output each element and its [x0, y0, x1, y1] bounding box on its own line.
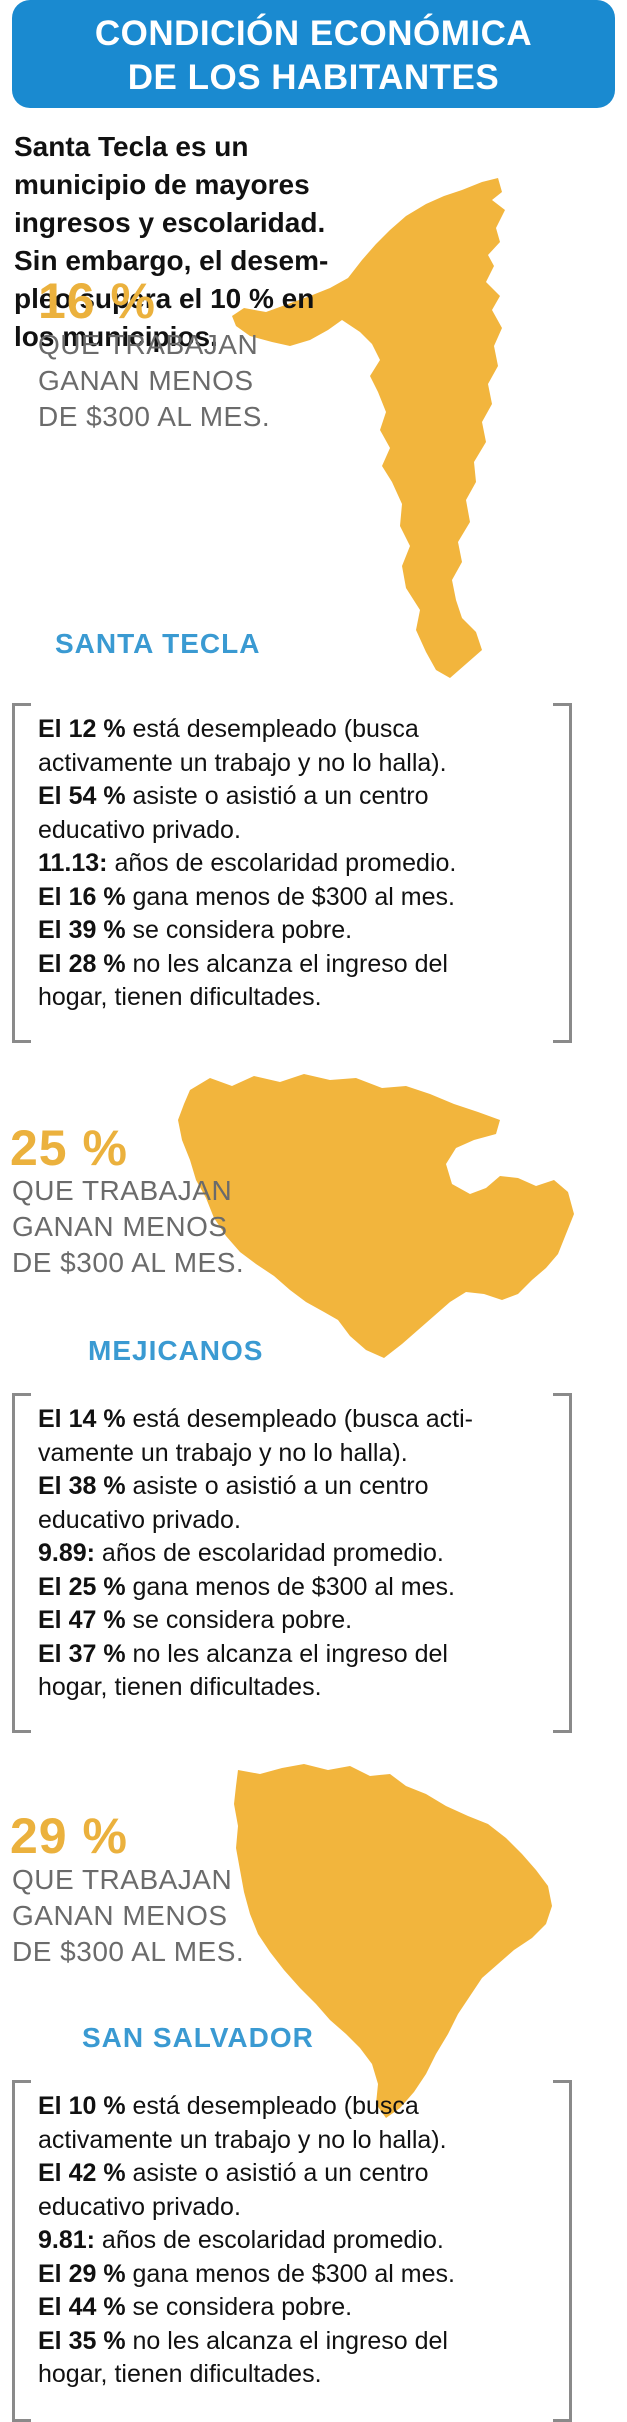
caption-line: QUE TRABAJAN [12, 1864, 233, 1895]
caption-line: DE $300 AL MES. [12, 1247, 245, 1278]
percent-caption: QUE TRABAJAN GANAN MENOS DE $300 AL MES. [38, 327, 270, 435]
intro-line: ingresos y escolaridad. [14, 207, 326, 238]
stat-line: El 28 % no les alcanza el ingreso del [38, 949, 448, 978]
stat-line: educativo privado. [38, 1505, 241, 1534]
stat-line: El 16 % gana menos de $300 al mes. [38, 882, 455, 911]
caption-line: GANAN MENOS [38, 365, 254, 396]
stat-line: educativo privado. [38, 2192, 241, 2221]
bracket-left [12, 1393, 31, 1733]
percent-value: 29 % [10, 1808, 128, 1864]
stat-line: El 35 % no les alcanza el ingreso del [38, 2326, 448, 2355]
stat-line: El 29 % gana menos de $300 al mes. [38, 2259, 455, 2288]
municipality-name: SANTA TECLA [55, 628, 261, 659]
bracket-right [553, 1393, 572, 1733]
stat-line: El 47 % se considera pobre. [38, 1606, 353, 1634]
intro-line: Sin embargo, el desem- [14, 245, 329, 276]
bracket-right [553, 703, 572, 1043]
stat-line: El 37 % no les alcanza el ingreso del [38, 1639, 448, 1668]
stat-line: El 25 % gana menos de $300 al mes. [38, 1572, 455, 1601]
intro-line: municipio de mayores [14, 169, 310, 200]
stats-box: El 14 % está desempleado (busca acti- va… [12, 1393, 572, 1733]
intro-paragraph: Santa Tecla es un municipio de mayores i… [14, 128, 384, 356]
santa-tecla-map [232, 178, 505, 678]
stats-box: El 10 % está desempleado (busca activame… [12, 2080, 572, 2422]
stat-line: 11.13: años de escolaridad promedio. [38, 849, 457, 877]
mejicanos-map [178, 1074, 574, 1358]
municipality-name: MEJICANOS [88, 1335, 264, 1366]
percent-value: 16 % [38, 273, 156, 329]
caption-line: GANAN MENOS [12, 1900, 228, 1931]
municipality-name: SAN SALVADOR [82, 2022, 314, 2053]
stat-line: 9.89: años de escolaridad promedio. [38, 1539, 444, 1567]
intro-line: Santa Tecla es un [14, 131, 249, 162]
bracket-left [12, 2080, 31, 2422]
percent-caption: QUE TRABAJAN GANAN MENOS DE $300 AL MES. [12, 1862, 244, 1970]
stat-line: hogar, tienen dificultades. [38, 2360, 322, 2388]
caption-line: DE $300 AL MES. [12, 1936, 245, 1967]
stat-line: activamente un trabajo y no lo halla). [38, 748, 447, 777]
stat-line: hogar, tienen dificultades. [38, 1673, 322, 1701]
stats-list: El 12 % está desempleado (busca activame… [38, 713, 552, 1015]
stat-line: El 44 % se considera pobre. [38, 2293, 353, 2321]
caption-line: GANAN MENOS [12, 1211, 228, 1242]
stat-line: educativo privado. [38, 815, 241, 844]
stat-line: El 14 % está desempleado (busca acti- [38, 1405, 473, 1433]
intro-line: pleo supera el 10 % en [14, 283, 315, 314]
title-banner: CONDICIÓN ECONÓMICA DE LOS HABITANTES [12, 0, 615, 108]
caption-line: QUE TRABAJAN [38, 329, 259, 360]
stat-line: El 39 % se considera pobre. [38, 916, 353, 944]
caption-line: QUE TRABAJAN [12, 1175, 233, 1206]
stats-list: El 10 % está desempleado (busca activame… [38, 2090, 552, 2392]
stat-line: 9.81: años de escolaridad promedio. [38, 2226, 444, 2254]
title-line-2: DE LOS HABITANTES [127, 58, 500, 97]
stat-line: El 10 % está desempleado (busca [38, 2092, 419, 2120]
stat-line: hogar, tienen dificultades. [38, 983, 322, 1011]
intro-line: los municipios. [14, 321, 218, 352]
percent-caption: QUE TRABAJAN GANAN MENOS DE $300 AL MES. [12, 1173, 244, 1281]
bracket-left [12, 703, 31, 1043]
stat-line: El 54 % asiste o asistió a un centro [38, 782, 429, 810]
bracket-right [553, 2080, 572, 2422]
san-salvador-map [234, 1764, 552, 2118]
stats-list: El 14 % está desempleado (busca acti- va… [38, 1403, 552, 1705]
percent-value: 25 % [10, 1120, 128, 1176]
caption-line: DE $300 AL MES. [38, 401, 271, 432]
stats-box: El 12 % está desempleado (busca activame… [12, 703, 572, 1043]
stat-line: El 38 % asiste o asistió a un centro [38, 1472, 429, 1500]
stat-line: vamente un trabajo y no lo halla). [38, 1438, 408, 1467]
stat-line: El 42 % asiste o asistió a un centro [38, 2159, 429, 2187]
stat-line: activamente un trabajo y no lo halla). [38, 2125, 447, 2154]
stat-line: El 12 % está desempleado (busca [38, 715, 419, 743]
title-line-1: CONDICIÓN ECONÓMICA [94, 14, 533, 53]
